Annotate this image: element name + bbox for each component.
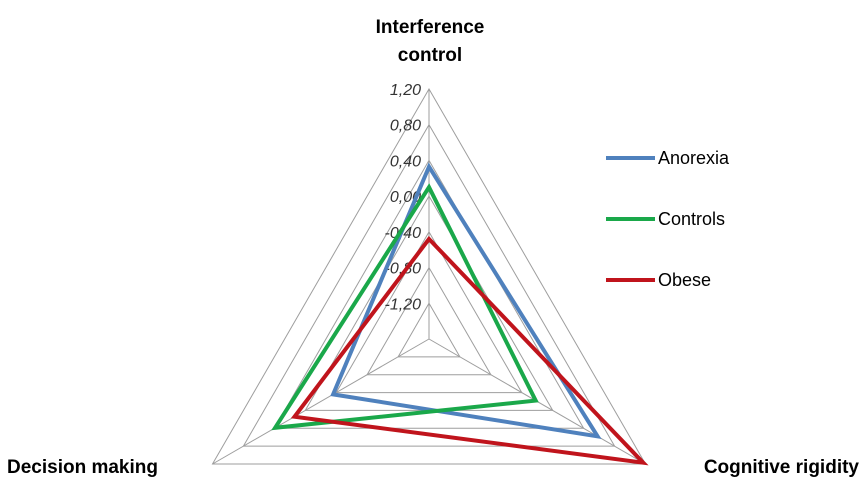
tick-label: 0,40 [390,153,421,170]
axis-label: Decision making [7,457,158,478]
grid-ring [366,266,492,376]
grid-ring [273,159,585,429]
grid-ring [242,123,616,447]
axis-label: Cognitive rigidity [704,457,859,478]
tick-label: -0,80 [385,261,422,278]
grid-ring [397,302,461,358]
legend-label: Anorexia [658,148,730,168]
tick-label: 0,80 [390,118,421,135]
axis-labels: Interference control Cognitive rigidity Dec… [7,17,859,478]
series-obese [290,235,649,466]
legend: Anorexia Controls Obese [606,148,730,290]
grid-ring [211,87,647,465]
series-polygons [271,162,649,466]
legend-label: Obese [658,270,711,290]
tick-label: 1,20 [390,82,421,99]
axis-label: Interference control [376,17,485,66]
series-anorexia [330,162,602,439]
tick-label: -1,20 [385,296,422,313]
grid-ring [335,230,523,394]
axis-spoke [212,338,430,465]
legend-label: Controls [658,209,725,229]
